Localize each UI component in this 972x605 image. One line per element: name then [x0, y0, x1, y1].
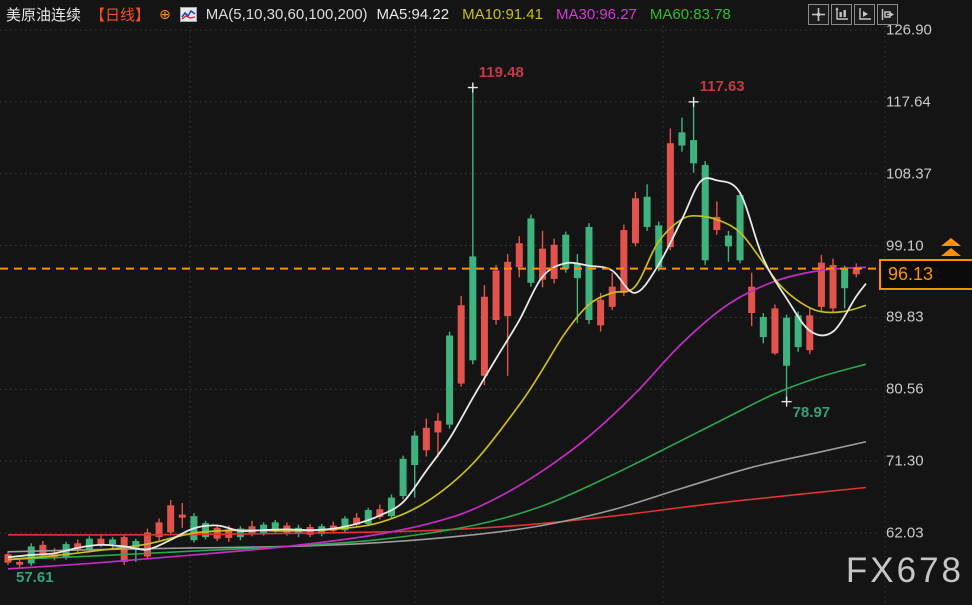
candle-body [713, 216, 721, 231]
candle-body [748, 286, 756, 314]
candle-body [620, 230, 628, 293]
ma-values: MA5:94.22 MA10:91.41 MA30:96.27 MA60:83.78 [377, 6, 731, 23]
axis-price-label: 89.83 [886, 308, 924, 326]
candle-body [422, 427, 430, 451]
candle-body [701, 164, 709, 261]
axis-price-label: 80.56 [886, 380, 924, 398]
candle-body [759, 316, 767, 338]
ma-value-label: MA30:96.27 [555, 5, 637, 23]
mini-chart-icon [179, 6, 197, 22]
candle-body [271, 522, 279, 530]
chart-toolbar [808, 4, 898, 25]
candle-body [387, 497, 395, 517]
candle-body [236, 528, 244, 538]
candle-body [597, 299, 605, 326]
candle-body [643, 196, 651, 227]
candle-body [178, 514, 186, 518]
candle-body [411, 435, 419, 465]
ma-params-label: MA(5,10,30,60,100,200) [205, 5, 368, 23]
candle-body [678, 132, 686, 146]
candle-body [562, 234, 570, 269]
candle-body [364, 509, 372, 524]
candle-body [457, 305, 465, 384]
candle-body [469, 256, 477, 361]
high-price-annotation: 117.63 [699, 77, 745, 95]
candle-body [109, 539, 117, 545]
candle-body [631, 198, 639, 244]
ma-value-label: MA5:94.22 [376, 5, 450, 23]
candle-body [504, 261, 512, 317]
candle-body [260, 524, 268, 534]
axis-price-label: 126.90 [886, 21, 932, 39]
candle-body [736, 195, 744, 261]
candle-body [666, 143, 674, 248]
symbol-name: 美原油连续 [6, 6, 82, 24]
axis-price-label: 62.03 [886, 524, 924, 542]
candle-body [399, 458, 407, 497]
current-price-tag: 96.13 [879, 258, 972, 290]
ma5-line [7, 177, 867, 559]
candle-body [724, 235, 732, 247]
axis-price-label: 71.30 [886, 452, 924, 470]
low-price-annotation: 57.61 [16, 569, 54, 587]
candle-body [794, 315, 802, 348]
price-up-arrows-icon [940, 237, 962, 262]
candle-body [353, 517, 361, 525]
candle-body [655, 225, 663, 268]
candle-body [16, 561, 24, 565]
candle-body [539, 248, 547, 280]
candle-body [608, 286, 616, 307]
ma-value-label: MA10:91.41 [462, 5, 543, 23]
scale-axis-icon[interactable] [831, 4, 852, 25]
candle-body [202, 523, 210, 538]
ma10-line [7, 214, 867, 561]
candle-body [85, 538, 93, 550]
jump-right-icon[interactable] [877, 4, 898, 25]
add-indicator-icon[interactable]: ⊕ [159, 6, 171, 22]
ma200-line [7, 486, 867, 536]
period-selector[interactable]: 【日线】 [90, 6, 151, 24]
candle-body [573, 263, 581, 279]
candle-body [806, 315, 814, 351]
candle-body [515, 243, 523, 268]
candle-body [550, 244, 558, 279]
candle-body [690, 140, 698, 164]
high-price-annotation: 119.48 [478, 63, 524, 81]
title-bar: 美原油连续 【日线】 ⊕ MA(5,10,30,60,100,200) MA5:… [6, 3, 731, 25]
watermark: FX678 [845, 551, 964, 590]
candle-body [480, 296, 488, 376]
ma30-line [7, 266, 867, 570]
axis-price-label: 99.10 [886, 237, 924, 255]
candle-body [585, 226, 593, 320]
candle-body [446, 335, 454, 425]
candle-body [434, 420, 442, 433]
ma100-line [7, 440, 867, 553]
candle-body [74, 543, 82, 551]
candle-body [829, 264, 837, 309]
ma-value-label: MA60:83.78 [649, 5, 731, 23]
play-axis-icon[interactable] [854, 4, 875, 25]
candle-body [527, 218, 535, 283]
candle-body [376, 509, 384, 517]
candle-body [841, 268, 849, 289]
axis-price-label: 108.37 [886, 165, 932, 183]
candle-body [852, 268, 860, 275]
candle-body [167, 505, 175, 533]
candle-body [155, 522, 163, 538]
low-price-annotation: 78.97 [792, 403, 831, 421]
candle-body [492, 270, 500, 320]
axis-price-label: 117.64 [886, 93, 931, 111]
candle-body [341, 518, 349, 531]
candle-body [97, 538, 105, 545]
candle-body [213, 527, 221, 539]
candle-body [817, 262, 825, 307]
ma60-line [7, 363, 867, 561]
crosshair-move-icon[interactable] [808, 4, 829, 25]
candle-body [4, 554, 12, 563]
candle-body [771, 308, 779, 354]
candle-body [783, 317, 791, 366]
